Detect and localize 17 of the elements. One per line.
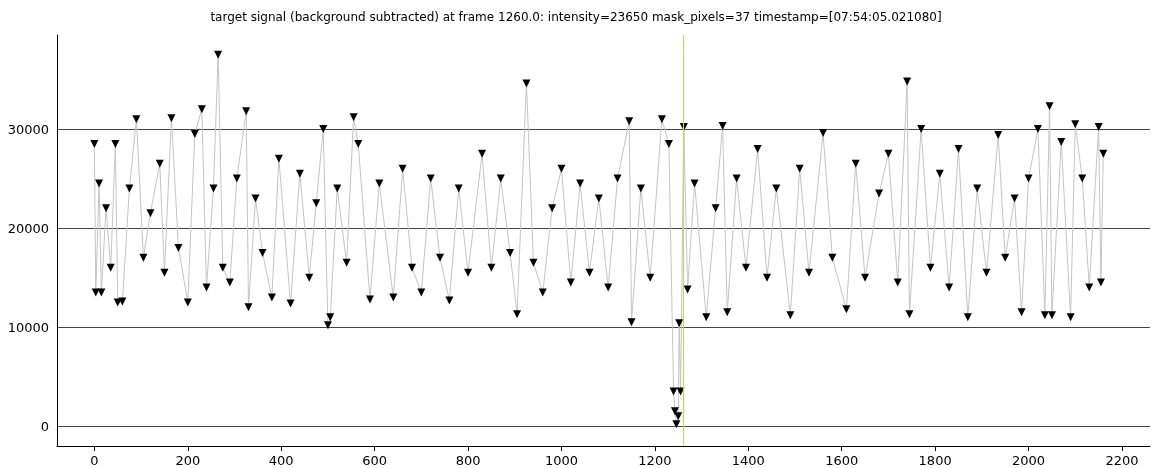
y-tick-label: 20000	[7, 220, 49, 236]
y-tick-label: 30000	[7, 121, 49, 137]
x-tick-label: 0	[90, 453, 99, 468]
x-tick-label: 2000	[1012, 453, 1046, 468]
x-tick-label: 800	[455, 453, 481, 468]
x-tick-label: 1200	[638, 453, 672, 468]
x-tick-label: 1000	[544, 453, 579, 468]
x-tick-label: 2200	[1105, 453, 1139, 468]
chart-title: target signal (background subtracted) at frame 1260.0: intensity=23650 mask_pixels=37 timestamp=[07:54:05.021080]	[210, 10, 942, 24]
x-tick-label: 400	[268, 453, 294, 468]
x-tick-label: 1800	[918, 453, 952, 468]
x-tick-label: 1600	[825, 453, 859, 468]
x-tick-label: 1400	[731, 453, 765, 468]
y-tick-label: 10000	[7, 319, 49, 335]
x-tick-label: 600	[362, 453, 388, 468]
y-tick-label: 0	[40, 418, 49, 434]
x-tick-label: 200	[175, 453, 201, 468]
